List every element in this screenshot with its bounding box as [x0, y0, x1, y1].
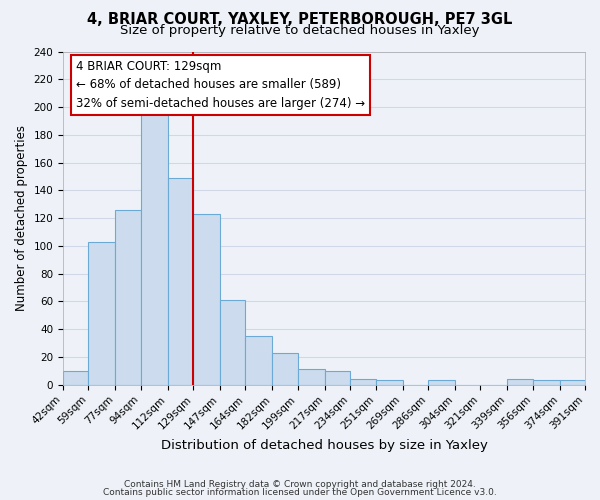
- Bar: [533, 380, 560, 384]
- Bar: [376, 380, 403, 384]
- Y-axis label: Number of detached properties: Number of detached properties: [15, 125, 28, 311]
- Bar: [245, 336, 272, 384]
- Text: Size of property relative to detached houses in Yaxley: Size of property relative to detached ho…: [120, 24, 480, 37]
- Bar: [560, 380, 585, 384]
- Text: 4 BRIAR COURT: 129sqm
← 68% of detached houses are smaller (589)
32% of semi-det: 4 BRIAR COURT: 129sqm ← 68% of detached …: [76, 60, 365, 110]
- Bar: [115, 210, 141, 384]
- Bar: [507, 379, 533, 384]
- Bar: [272, 352, 298, 384]
- Bar: [141, 108, 168, 384]
- Bar: [193, 214, 220, 384]
- Bar: [298, 370, 325, 384]
- Text: 4, BRIAR COURT, YAXLEY, PETERBOROUGH, PE7 3GL: 4, BRIAR COURT, YAXLEY, PETERBOROUGH, PE…: [88, 12, 512, 28]
- Bar: [220, 300, 245, 384]
- X-axis label: Distribution of detached houses by size in Yaxley: Distribution of detached houses by size …: [161, 440, 487, 452]
- Bar: [325, 370, 350, 384]
- Bar: [88, 242, 115, 384]
- Text: Contains public sector information licensed under the Open Government Licence v3: Contains public sector information licen…: [103, 488, 497, 497]
- Bar: [350, 379, 376, 384]
- Bar: [428, 380, 455, 384]
- Bar: [168, 178, 193, 384]
- Text: Contains HM Land Registry data © Crown copyright and database right 2024.: Contains HM Land Registry data © Crown c…: [124, 480, 476, 489]
- Bar: [63, 370, 88, 384]
